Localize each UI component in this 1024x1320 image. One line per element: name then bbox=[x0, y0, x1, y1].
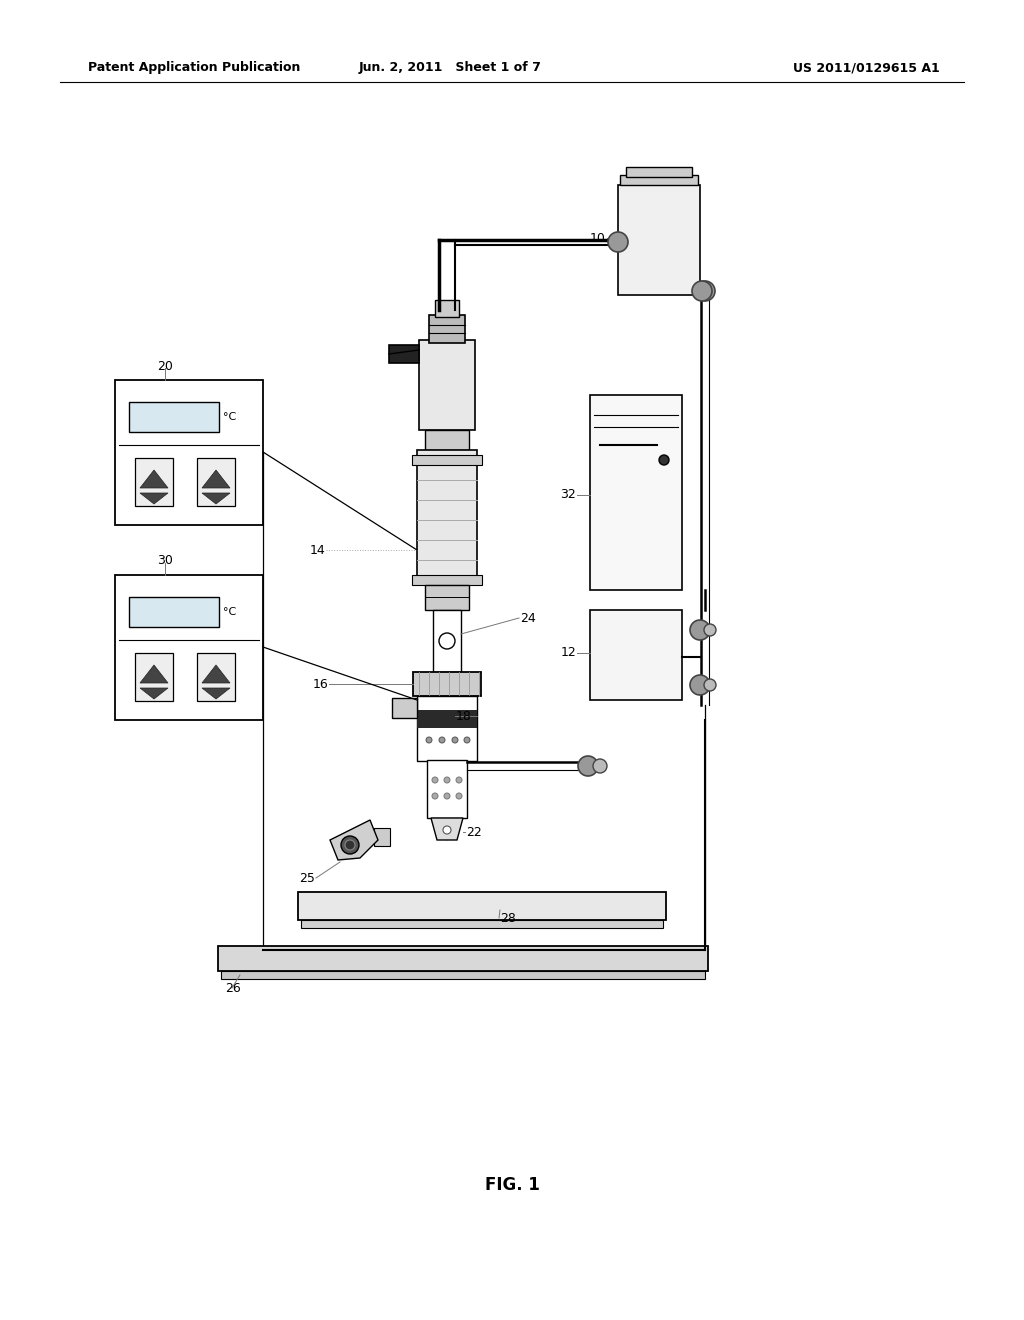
Text: 16: 16 bbox=[312, 677, 328, 690]
Bar bbox=[419, 341, 475, 430]
Circle shape bbox=[659, 455, 669, 465]
Circle shape bbox=[690, 620, 710, 640]
Polygon shape bbox=[202, 470, 230, 488]
Polygon shape bbox=[202, 492, 230, 504]
Bar bbox=[429, 315, 465, 343]
Bar bbox=[218, 946, 708, 972]
Bar bbox=[197, 458, 234, 506]
Bar bbox=[417, 450, 477, 585]
Text: 18: 18 bbox=[456, 710, 472, 722]
Bar bbox=[425, 585, 469, 610]
Bar bbox=[590, 610, 682, 700]
Bar bbox=[427, 760, 467, 818]
Polygon shape bbox=[431, 818, 463, 840]
Circle shape bbox=[444, 793, 450, 799]
Bar bbox=[435, 300, 459, 317]
Circle shape bbox=[341, 836, 359, 854]
Text: Patent Application Publication: Patent Application Publication bbox=[88, 62, 300, 74]
Bar bbox=[221, 972, 705, 979]
Bar bbox=[389, 345, 419, 363]
Bar bbox=[412, 455, 482, 465]
Circle shape bbox=[695, 281, 715, 301]
Text: 20: 20 bbox=[157, 359, 173, 372]
Bar bbox=[392, 698, 417, 718]
Polygon shape bbox=[140, 470, 168, 488]
Circle shape bbox=[444, 777, 450, 783]
Bar bbox=[590, 395, 682, 590]
Text: 22: 22 bbox=[466, 825, 481, 838]
Bar bbox=[413, 672, 481, 696]
Bar bbox=[197, 653, 234, 701]
Bar bbox=[298, 892, 666, 920]
Circle shape bbox=[608, 232, 628, 252]
Circle shape bbox=[705, 624, 716, 636]
Text: 10: 10 bbox=[590, 231, 606, 244]
Text: Jun. 2, 2011   Sheet 1 of 7: Jun. 2, 2011 Sheet 1 of 7 bbox=[358, 62, 542, 74]
Text: 25: 25 bbox=[299, 871, 315, 884]
Text: FIG. 1: FIG. 1 bbox=[484, 1176, 540, 1195]
Circle shape bbox=[432, 777, 438, 783]
Circle shape bbox=[443, 826, 451, 834]
Circle shape bbox=[426, 737, 432, 743]
Circle shape bbox=[692, 281, 712, 301]
Circle shape bbox=[464, 737, 470, 743]
Text: US 2011/0129615 A1: US 2011/0129615 A1 bbox=[794, 62, 940, 74]
Polygon shape bbox=[140, 492, 168, 504]
Text: °C: °C bbox=[223, 412, 237, 422]
Polygon shape bbox=[202, 688, 230, 700]
Bar bbox=[412, 576, 482, 585]
Bar bbox=[135, 653, 173, 701]
Circle shape bbox=[593, 759, 607, 774]
Circle shape bbox=[345, 840, 355, 850]
Bar bbox=[115, 380, 263, 525]
Text: 26: 26 bbox=[225, 982, 241, 994]
Polygon shape bbox=[202, 665, 230, 682]
Circle shape bbox=[705, 678, 716, 690]
Bar bbox=[626, 168, 692, 177]
Circle shape bbox=[456, 793, 462, 799]
Text: 32: 32 bbox=[560, 488, 575, 502]
Text: 12: 12 bbox=[560, 647, 575, 660]
Bar bbox=[417, 710, 477, 729]
Text: 28: 28 bbox=[500, 912, 516, 924]
Bar bbox=[425, 430, 469, 450]
Bar bbox=[618, 185, 700, 294]
Text: 14: 14 bbox=[309, 544, 325, 557]
Bar bbox=[433, 610, 461, 672]
Polygon shape bbox=[140, 665, 168, 682]
Bar bbox=[129, 403, 219, 432]
Bar bbox=[129, 597, 219, 627]
Text: 30: 30 bbox=[157, 554, 173, 568]
Text: °C: °C bbox=[223, 607, 237, 616]
Circle shape bbox=[452, 737, 458, 743]
Circle shape bbox=[432, 793, 438, 799]
Circle shape bbox=[439, 737, 445, 743]
Bar bbox=[417, 696, 477, 762]
Polygon shape bbox=[330, 820, 378, 861]
Circle shape bbox=[578, 756, 598, 776]
Polygon shape bbox=[140, 688, 168, 700]
Bar bbox=[374, 828, 390, 846]
Bar bbox=[620, 176, 698, 185]
Bar bbox=[135, 458, 173, 506]
Circle shape bbox=[690, 675, 710, 696]
Circle shape bbox=[456, 777, 462, 783]
Bar bbox=[115, 576, 263, 719]
Text: 24: 24 bbox=[520, 611, 536, 624]
Bar bbox=[301, 920, 663, 928]
